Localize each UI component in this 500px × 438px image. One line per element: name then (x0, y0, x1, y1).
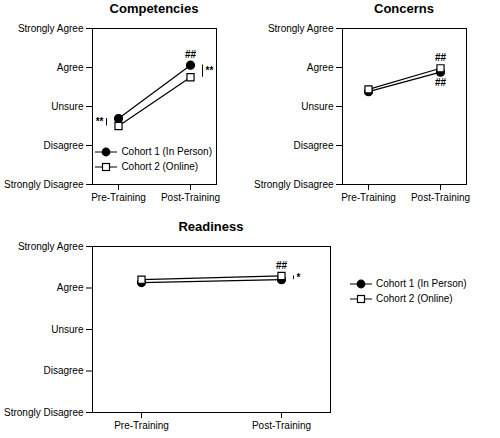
svg-text:Agree: Agree (57, 282, 84, 293)
svg-text:Post-Training: Post-Training (411, 192, 470, 203)
svg-text:Unsure: Unsure (51, 324, 84, 335)
svg-text:##: ## (185, 49, 197, 60)
svg-text:Pre-Training: Pre-Training (341, 192, 396, 203)
svg-text:Pre-Training: Pre-Training (114, 420, 169, 431)
svg-text:Strongly Agree: Strongly Agree (18, 23, 84, 34)
svg-text:Strongly Disagree: Strongly Disagree (4, 179, 84, 190)
html-text:Cohort 2 (Online): Cohort 2 (Online) (376, 293, 453, 304)
svg-text:Strongly Disagree: Strongly Disagree (4, 407, 84, 418)
html-text:Cohort 2 (Online): Cohort 2 (Online) (121, 161, 199, 172)
svg-text:##: ## (435, 77, 447, 88)
svg-text:Pre-Training: Pre-Training (91, 192, 146, 203)
svg-text:Post-Training: Post-Training (252, 420, 311, 431)
svg-text:Agree: Agree (307, 62, 334, 73)
html-text:Cohort 1 (In Person): Cohort 1 (In Person) (376, 278, 467, 289)
svg-text:**: ** (96, 116, 104, 127)
svg-text:##: ## (276, 260, 288, 271)
svg-text:Post-Training: Post-Training (161, 192, 220, 203)
svg-text:Disagree: Disagree (43, 140, 83, 151)
svg-text:Unsure: Unsure (301, 101, 334, 112)
svg-text:*: * (297, 272, 301, 283)
svg-text:##: ## (435, 52, 447, 63)
svg-text:Disagree: Disagree (43, 365, 83, 376)
html-text:Readiness: Readiness (178, 219, 244, 234)
html-text:Concerns: Concerns (374, 1, 434, 16)
svg-text:Strongly Agree: Strongly Agree (18, 241, 84, 252)
html-text:Cohort 1 (In Person): Cohort 1 (In Person) (121, 146, 212, 157)
svg-text:Unsure: Unsure (51, 101, 84, 112)
html-text:Competencies: Competencies (109, 1, 199, 16)
svg-text:Strongly Disagree: Strongly Disagree (254, 179, 334, 190)
svg-text:**: ** (206, 65, 214, 76)
svg-text:Strongly Agree: Strongly Agree (268, 23, 334, 34)
svg-text:Disagree: Disagree (293, 140, 333, 151)
svg-text:Agree: Agree (57, 62, 84, 73)
